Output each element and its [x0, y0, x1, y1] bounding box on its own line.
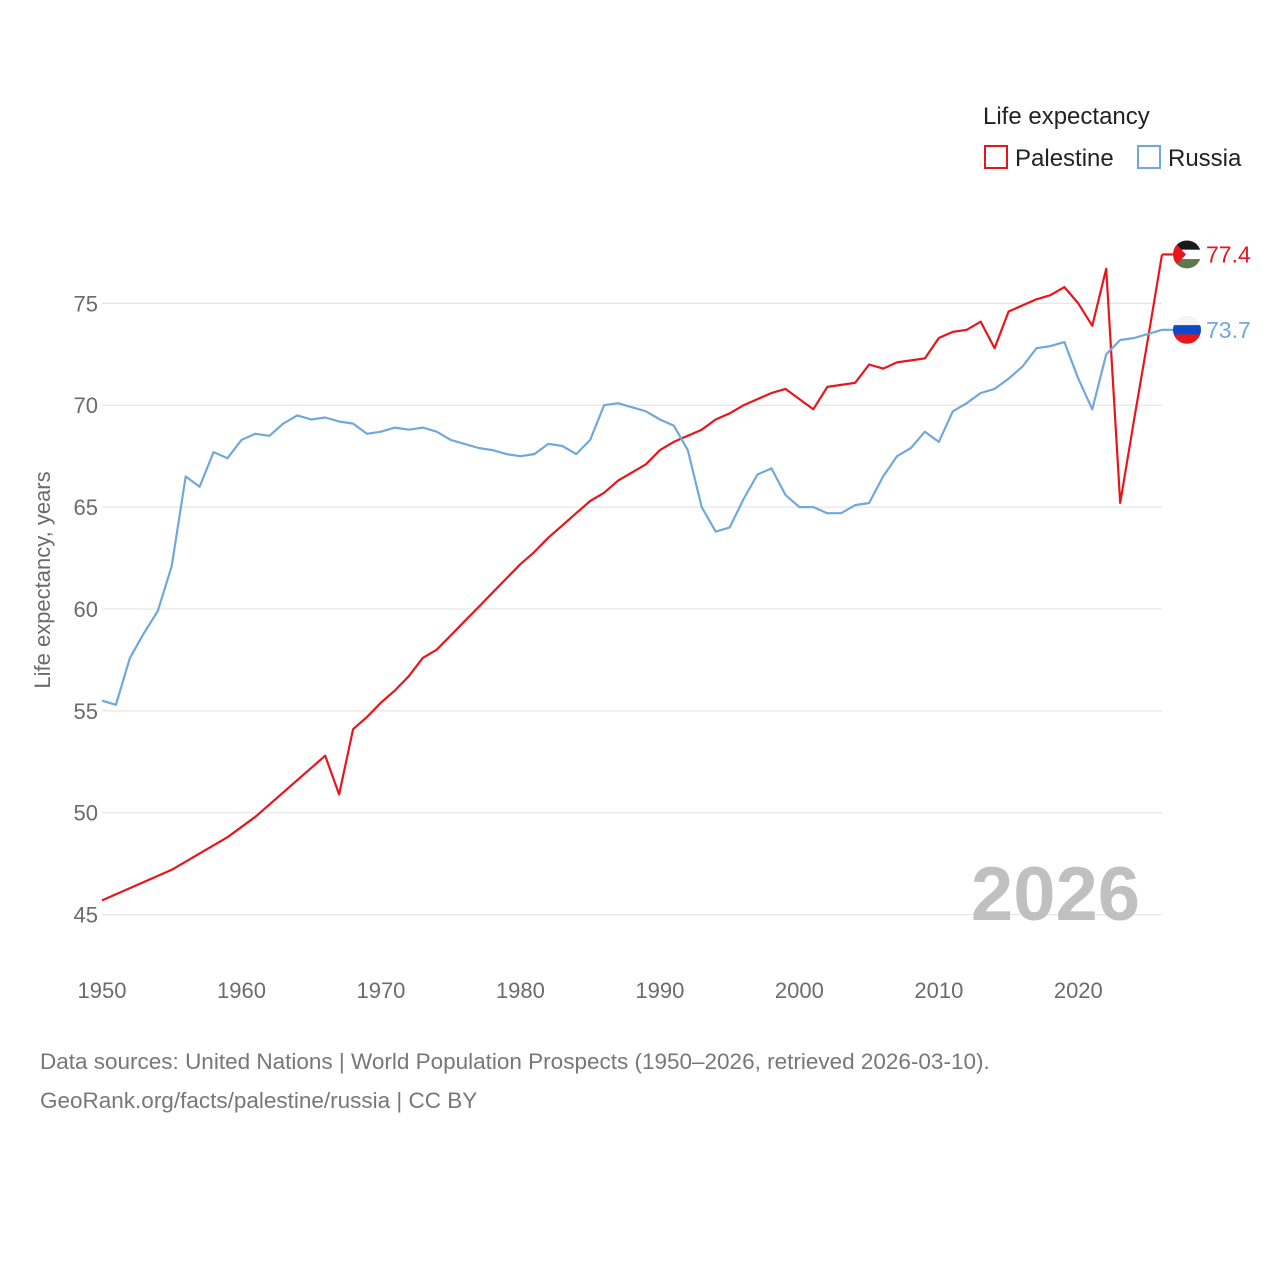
- x-tick-label-2000: 2000: [775, 978, 824, 1003]
- russia-flag-icon: [1173, 315, 1201, 344]
- data-sources-text: Data sources: United Nations | World Pop…: [40, 1049, 990, 1074]
- series-line-palestine: [101, 254, 1164, 902]
- legend-label-russia: Russia: [1168, 145, 1242, 172]
- legend-swatch-palestine: [984, 145, 1008, 169]
- series-lines: [101, 254, 1164, 902]
- source-link[interactable]: GeoRank.org/facts/palestine/russia | CC …: [40, 1088, 478, 1113]
- legend-item-russia[interactable]: Russia: [1137, 145, 1242, 172]
- y-axis-label: Life expectancy, years: [30, 471, 55, 688]
- y-tick-label-50: 50: [74, 801, 98, 826]
- x-tick-label-2020: 2020: [1054, 978, 1103, 1003]
- y-tick-label-60: 60: [74, 597, 98, 622]
- series-line-russia: [101, 328, 1163, 706]
- y-tick-label-70: 70: [74, 393, 98, 418]
- y-tick-label-65: 65: [74, 495, 98, 520]
- end-value-label-russia: 73.7: [1206, 317, 1251, 343]
- x-tick-label-1960: 1960: [217, 978, 266, 1003]
- legend-item-palestine[interactable]: Palestine: [984, 145, 1114, 172]
- x-tick-label-1990: 1990: [635, 978, 684, 1003]
- x-tick-label-1950: 1950: [78, 978, 127, 1003]
- y-tick-label-45: 45: [74, 903, 98, 928]
- legend-swatch-russia: [1137, 145, 1161, 169]
- end-value-label-palestine: 77.4: [1206, 241, 1251, 267]
- y-tick-label-55: 55: [74, 699, 98, 724]
- year-watermark: 2026: [971, 852, 1140, 937]
- palestine-flag-icon: [1173, 240, 1201, 269]
- end-markers: 77.4 73.7: [1162, 240, 1251, 344]
- y-axis-ticks: 45 50 55 60 65 70 75: [74, 291, 98, 927]
- x-tick-label-2010: 2010: [914, 978, 963, 1003]
- x-axis-ticks: 1950 1960 1970 1980 1990 2000 2010 2020: [78, 978, 1103, 1003]
- legend-title: Life expectancy: [983, 103, 1150, 130]
- footer: Data sources: United Nations | World Pop…: [40, 1042, 990, 1120]
- grid-lines: [102, 302, 1162, 916]
- y-tick-label-75: 75: [74, 291, 98, 316]
- x-tick-label-1980: 1980: [496, 978, 545, 1003]
- legend: Life expectancy Palestine Russia: [983, 103, 1242, 172]
- x-tick-label-1970: 1970: [356, 978, 405, 1003]
- legend-label-palestine: Palestine: [1015, 145, 1114, 172]
